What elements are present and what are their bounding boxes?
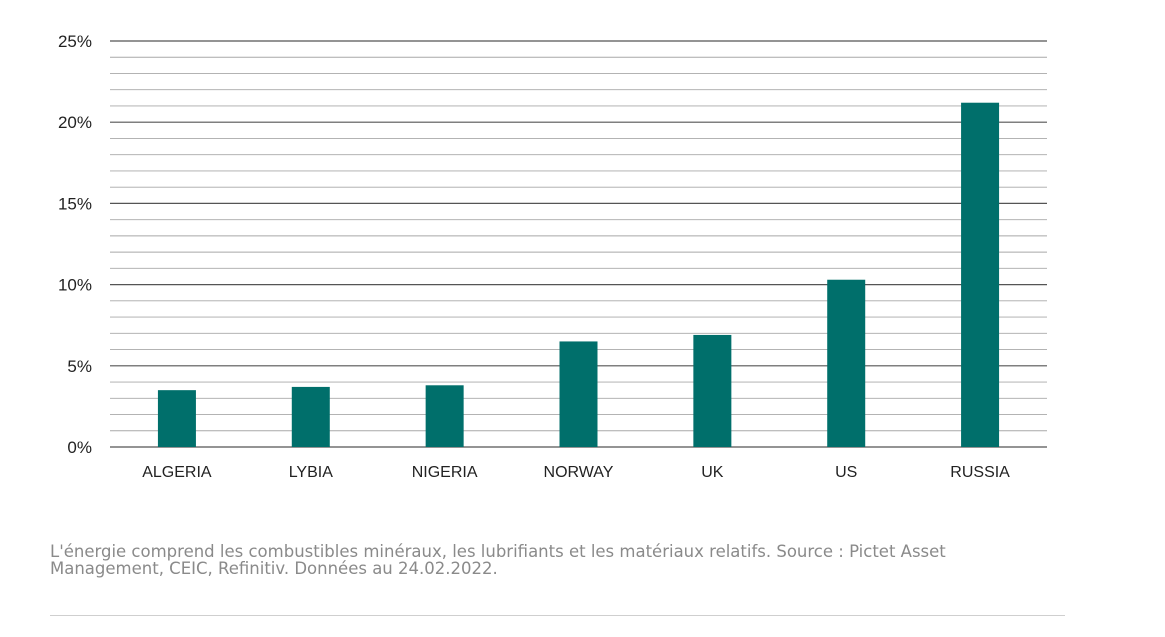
y-tick-label: 5% [67, 357, 92, 376]
bar-russia [961, 102, 1000, 447]
y-tick-label: 10% [58, 276, 92, 295]
bar-algeria [157, 390, 196, 447]
x-axis-category-labels: ALGERIA LYBIA NIGERIA NORWAY UK US RUSSIA [142, 464, 1010, 481]
y-tick-label: 20% [58, 113, 92, 132]
gridlines [110, 40, 1047, 448]
bar-us [827, 279, 866, 447]
bar-chart: 0% 5% 10% 15% 20% 25% ALGERIA LYBIA NIGERIA NORW… [58, 32, 1047, 481]
x-category-label: UK [701, 464, 724, 481]
bar-uk [693, 334, 732, 447]
y-tick-label: 25% [58, 32, 92, 51]
x-category-label: RUSSIA [950, 464, 1010, 481]
y-tick-label: 0% [67, 438, 92, 457]
x-category-label: ALGERIA [142, 464, 212, 481]
bar-nigeria [425, 385, 464, 447]
x-category-label: NIGERIA [412, 464, 478, 481]
x-category-label: LYBIA [289, 464, 334, 481]
bar-norway [559, 341, 598, 447]
chart-caption: L'énergie comprend les combustibles miné… [50, 542, 946, 578]
bar-lybia [291, 386, 330, 447]
x-category-label: US [835, 464, 857, 481]
bottom-divider [50, 615, 1065, 616]
bars [157, 102, 1000, 447]
y-tick-label: 15% [58, 194, 92, 213]
x-category-label: NORWAY [544, 464, 614, 481]
y-axis-tick-labels: 0% 5% 10% 15% 20% 25% [58, 32, 92, 457]
